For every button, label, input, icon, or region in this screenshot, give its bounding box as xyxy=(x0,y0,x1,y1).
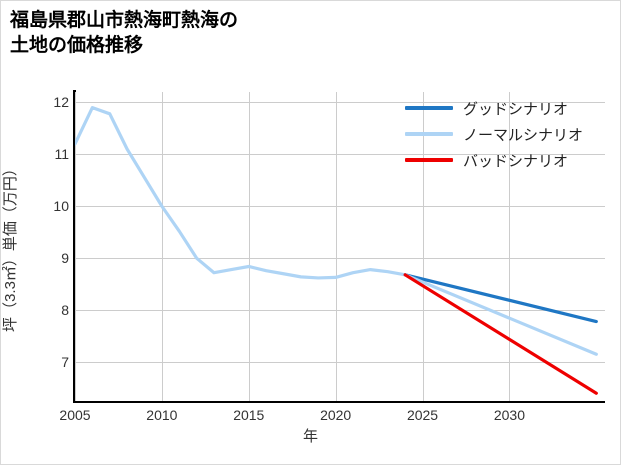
gridline-vertical xyxy=(75,92,76,401)
x-axis-spine xyxy=(73,400,605,403)
legend-color-swatch xyxy=(405,106,453,110)
y-axis-ticks: 7 8 9 10 11 12 xyxy=(31,92,69,401)
gridline-horizontal xyxy=(75,102,605,104)
gridline-horizontal xyxy=(75,362,605,364)
legend-item[interactable]: バッドシナリオ xyxy=(397,147,605,173)
gridline-horizontal xyxy=(75,206,605,208)
y-tick-label: 10 xyxy=(53,198,69,215)
legend-color-swatch xyxy=(405,158,453,162)
plot-area xyxy=(75,92,605,401)
series-line xyxy=(403,273,598,324)
y-axis-label: 坪（3.3㎡）単価（万円） xyxy=(2,161,19,332)
x-axis-label: 年 xyxy=(302,428,318,445)
y-tick-label: 7 xyxy=(61,354,69,371)
legend-color-swatch xyxy=(405,132,453,136)
gridline-horizontal xyxy=(75,310,605,312)
legend-item[interactable]: ノーマルシナリオ xyxy=(397,121,605,147)
plot-background xyxy=(75,92,605,401)
x-axis-ticks: 2005 2010 2015 2020 2025 2030 xyxy=(59,403,605,427)
legend-item[interactable]: グッドシナリオ xyxy=(397,95,605,121)
x-tick-label: 2025 xyxy=(406,407,439,423)
y-tick-label: 8 xyxy=(61,302,69,319)
gridline-vertical xyxy=(422,92,424,401)
gridline-vertical xyxy=(161,92,163,401)
series-line xyxy=(75,105,407,280)
chart-legend: グッドシナリオ ノーマルシナリオ バッドシナリオ xyxy=(397,91,605,175)
x-tick-label: 2030 xyxy=(493,407,525,423)
legend-label: ノーマルシナリオ xyxy=(463,126,584,144)
chart-title: 福島県郡山市熱海町熱海の 土地の価格推移 xyxy=(10,10,239,56)
series-line xyxy=(403,273,598,356)
legend-label: グッドシナリオ xyxy=(463,100,569,118)
gridline-vertical xyxy=(335,92,337,401)
y-tick-label: 11 xyxy=(54,146,69,163)
gridline-horizontal xyxy=(75,258,605,260)
series-line xyxy=(403,273,598,395)
x-tick-label: 2020 xyxy=(320,407,352,423)
gridline-vertical xyxy=(509,92,511,401)
chart-lines xyxy=(75,105,598,395)
y-axis-spine xyxy=(73,90,76,403)
x-tick-label: 2010 xyxy=(146,407,178,423)
y-tick-label: 9 xyxy=(61,250,69,267)
legend-label: バッドシナリオ xyxy=(463,152,569,170)
x-tick-label: 2015 xyxy=(233,407,265,423)
gridline-horizontal xyxy=(75,154,605,156)
gridline-vertical xyxy=(248,92,250,401)
y-tick-label: 12 xyxy=(53,94,69,111)
x-tick-label: 2005 xyxy=(59,407,91,423)
